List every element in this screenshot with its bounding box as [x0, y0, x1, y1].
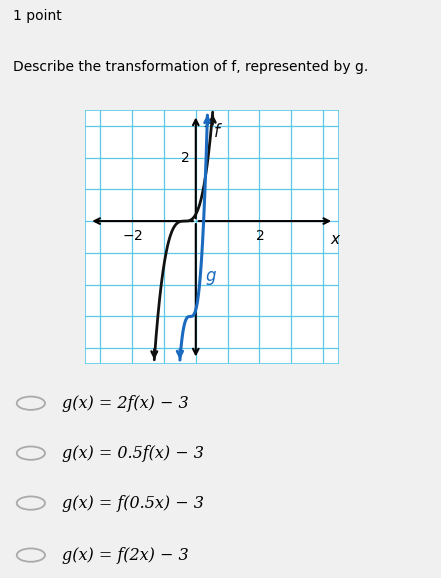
- Text: $y$: $y$: [204, 113, 215, 129]
- Text: g(x) = 0.5f(x) − 3: g(x) = 0.5f(x) − 3: [62, 444, 204, 462]
- Text: $x$: $x$: [330, 232, 341, 247]
- Text: $g$: $g$: [205, 269, 217, 287]
- Text: g(x) = f(0.5x) − 3: g(x) = f(0.5x) − 3: [62, 495, 204, 512]
- Text: g(x) = 2f(x) − 3: g(x) = 2f(x) − 3: [62, 395, 188, 412]
- Text: Describe the transformation of f, represented by g.: Describe the transformation of f, repres…: [13, 60, 369, 74]
- Text: $f$: $f$: [213, 123, 223, 141]
- Text: $2$: $2$: [254, 229, 264, 243]
- Text: $-2$: $-2$: [122, 229, 143, 243]
- Text: g(x) = f(2x) − 3: g(x) = f(2x) − 3: [62, 547, 188, 564]
- Text: 1 point: 1 point: [13, 9, 62, 23]
- Text: $2$: $2$: [180, 150, 190, 165]
